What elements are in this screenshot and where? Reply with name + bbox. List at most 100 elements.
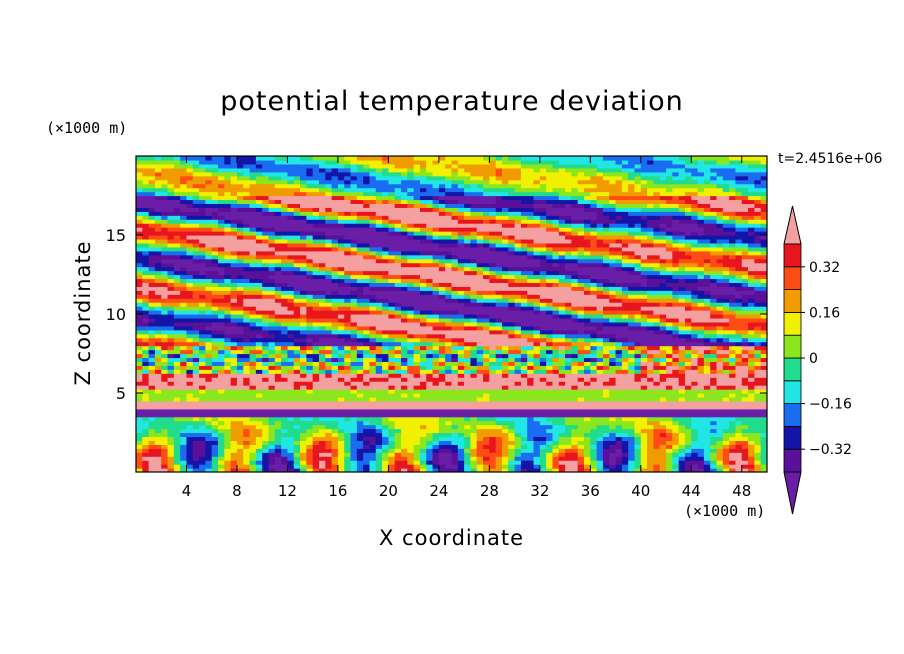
- field-cell: [489, 393, 497, 398]
- field-cell: [363, 377, 371, 382]
- field-cell: [464, 333, 472, 339]
- field-cell: [255, 159, 263, 165]
- field-cell: [363, 400, 371, 406]
- field-cell: [136, 167, 143, 173]
- field-cell: [356, 448, 364, 453]
- field-cell: [470, 191, 478, 197]
- field-cell: [350, 258, 358, 264]
- field-cell: [445, 270, 453, 276]
- field-cell: [218, 325, 225, 331]
- field-cell: [344, 448, 352, 453]
- field-cell: [249, 412, 257, 418]
- field-cell: [457, 341, 465, 347]
- field-cell: [249, 321, 257, 327]
- field-cell: [363, 464, 371, 469]
- field-cell: [438, 314, 446, 319]
- field-cell: [438, 242, 446, 248]
- field-cell: [350, 242, 358, 248]
- field-cell: [218, 294, 225, 299]
- field-cell: [375, 246, 383, 252]
- field-cell: [394, 310, 402, 315]
- field-cell: [457, 424, 465, 430]
- field-cell: [388, 227, 396, 232]
- field-cell: [407, 179, 415, 185]
- field-cell: [224, 203, 232, 208]
- field-cell: [432, 167, 440, 173]
- field-cell: [464, 381, 472, 386]
- field-cell: [445, 314, 453, 319]
- field-cell: [382, 321, 389, 327]
- field-cell: [218, 314, 225, 319]
- field-cell: [142, 254, 150, 260]
- field-cell: [451, 163, 459, 169]
- field-cell: [318, 207, 326, 212]
- field-cell: [470, 460, 478, 465]
- field-cell: [419, 203, 427, 208]
- field-cell: [293, 266, 301, 272]
- field-cell: [306, 424, 314, 430]
- field-cell: [369, 408, 377, 414]
- field-cell: [413, 381, 421, 386]
- field-cell: [445, 341, 453, 347]
- field-cell: [325, 444, 333, 449]
- field-cell: [306, 179, 314, 185]
- field-cell: [262, 349, 270, 355]
- field-cell: [350, 270, 358, 276]
- field-cell: [388, 337, 396, 343]
- field-cell: [255, 302, 263, 307]
- field-cell: [173, 385, 181, 390]
- field-cell: [457, 385, 465, 390]
- field-cell: [293, 444, 301, 449]
- field-cell: [224, 436, 232, 441]
- field-cell: [192, 306, 200, 311]
- field-cell: [337, 159, 345, 165]
- field-cell: [224, 349, 232, 355]
- field-cell: [136, 250, 143, 256]
- field-cell: [136, 345, 143, 351]
- field-cell: [451, 428, 459, 434]
- field-cell: [154, 250, 162, 256]
- field-cell: [249, 310, 257, 315]
- field-cell: [262, 428, 270, 434]
- field-cell: [344, 385, 352, 390]
- field-cell: [211, 203, 219, 208]
- field-cell: [274, 420, 282, 426]
- field-cell: [337, 448, 345, 453]
- field-cell: [520, 428, 528, 434]
- field-cell: [495, 440, 503, 445]
- field-cell: [369, 302, 377, 307]
- field-cell: [218, 341, 225, 347]
- field-cell: [401, 242, 408, 248]
- field-cell: [470, 282, 478, 287]
- field-cell: [268, 246, 276, 252]
- field-cell: [161, 242, 169, 248]
- field-cell: [451, 215, 459, 220]
- field-cell: [218, 321, 225, 327]
- field-cell: [438, 219, 446, 224]
- field-cell: [331, 290, 339, 295]
- field-cell: [255, 464, 263, 469]
- field-cell: [148, 207, 156, 212]
- field-cell: [514, 274, 522, 280]
- field-cell: [489, 227, 497, 232]
- field-cell: [167, 369, 175, 374]
- field-cell: [293, 191, 301, 197]
- field-cell: [274, 444, 282, 449]
- field-cell: [337, 416, 345, 422]
- field-cell: [148, 321, 156, 327]
- field-cell: [199, 420, 207, 426]
- field-cell: [413, 389, 421, 394]
- field-cell: [167, 424, 175, 430]
- field-cell: [243, 353, 251, 359]
- field-cell: [173, 444, 181, 449]
- field-cell: [142, 365, 150, 370]
- field-cell: [180, 381, 188, 386]
- field-cell: [142, 231, 150, 236]
- field-cell: [470, 385, 478, 390]
- field-cell: [173, 159, 181, 165]
- field-cell: [306, 199, 314, 204]
- field-cell: [236, 203, 244, 208]
- field-cell: [243, 377, 251, 382]
- field-cell: [199, 452, 207, 457]
- field-cell: [369, 464, 377, 469]
